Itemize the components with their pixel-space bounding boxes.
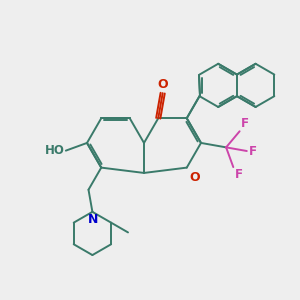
- Text: F: F: [241, 117, 249, 130]
- Text: F: F: [249, 145, 256, 158]
- Text: HO: HO: [44, 144, 64, 157]
- Text: N: N: [88, 213, 98, 226]
- Text: O: O: [158, 78, 168, 91]
- Text: O: O: [189, 171, 200, 184]
- Text: F: F: [235, 168, 242, 181]
